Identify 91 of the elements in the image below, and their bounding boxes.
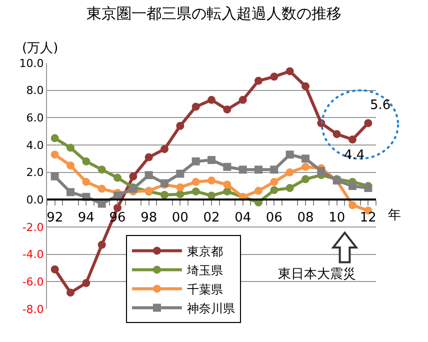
point <box>238 96 247 104</box>
x-tick-label: 04 <box>234 210 252 226</box>
point <box>223 105 232 114</box>
point <box>160 190 168 199</box>
point <box>98 200 106 208</box>
point <box>160 145 168 154</box>
legend-label: 埼玉県 <box>186 263 223 278</box>
x-tick-label: 94 <box>78 210 94 226</box>
point <box>348 136 356 144</box>
point <box>114 204 122 212</box>
point <box>82 279 90 288</box>
y-tick-label: 4.0 <box>26 138 44 152</box>
point <box>50 134 59 142</box>
point <box>176 122 184 130</box>
point <box>286 150 294 159</box>
y-axis-title: (万人) <box>22 41 58 56</box>
point <box>82 178 90 186</box>
x-tick-label: 00 <box>172 210 188 226</box>
x-tick-label: 08 <box>297 210 314 226</box>
point <box>270 178 278 186</box>
point <box>176 190 184 198</box>
point <box>50 150 59 159</box>
point <box>270 186 278 194</box>
x-tick-label: 02 <box>203 210 220 226</box>
chart-title: 東京圏一都三県の転入超過人数の推移 <box>86 4 342 22</box>
annotation: 東日本大震災 <box>278 267 356 282</box>
point <box>208 176 216 185</box>
point <box>176 170 184 178</box>
x-tick-label: 10 <box>328 210 346 226</box>
y-tick-label: 0.0 <box>26 194 44 207</box>
point <box>129 172 138 180</box>
point <box>286 184 294 192</box>
annotation: 4.4 <box>344 148 365 163</box>
y-tick-label: 10.0 <box>19 56 44 70</box>
x-tick-label: 92 <box>46 210 64 226</box>
point <box>254 76 262 85</box>
point <box>348 201 356 210</box>
y-tick-label: 2.0 <box>26 166 44 180</box>
point <box>270 166 278 174</box>
point <box>192 178 200 186</box>
point <box>302 162 310 171</box>
y-tick-label: -2.0 <box>22 220 44 234</box>
point <box>192 157 200 166</box>
point <box>98 240 106 249</box>
point <box>238 166 247 174</box>
point <box>302 82 310 90</box>
x-tick-label: 12 <box>360 210 376 226</box>
y-tick-label: -6.0 <box>22 276 44 289</box>
point <box>223 187 232 196</box>
y-tick-label: 6.0 <box>26 112 44 125</box>
point <box>114 174 122 182</box>
legend-label: 千葉県 <box>186 282 223 296</box>
point <box>286 168 294 176</box>
point <box>82 157 90 166</box>
point <box>98 184 106 193</box>
x-tick-label: 06 <box>266 210 282 226</box>
point <box>66 288 74 297</box>
point <box>254 166 262 174</box>
legend-label: 神奈川県 <box>186 301 235 316</box>
point <box>254 186 262 195</box>
x-axis-title: 年 <box>388 208 401 223</box>
point <box>144 171 153 180</box>
point <box>208 156 216 164</box>
x-tick-label: 98 <box>140 210 158 226</box>
point <box>144 153 153 162</box>
point <box>176 183 184 192</box>
point <box>317 166 326 175</box>
point <box>332 130 341 138</box>
point <box>192 102 200 111</box>
point <box>364 119 372 128</box>
point <box>348 182 356 190</box>
point <box>98 166 106 174</box>
point <box>192 187 200 196</box>
legend-label: 東京都 <box>186 244 223 258</box>
point <box>66 188 74 196</box>
point <box>364 184 372 192</box>
point <box>302 154 310 163</box>
point <box>223 162 232 171</box>
y-tick-label: -4.0 <box>22 248 44 262</box>
point <box>50 265 59 274</box>
point <box>223 180 232 189</box>
point <box>50 172 59 180</box>
point <box>66 162 74 170</box>
y-tick-label: 8.0 <box>26 84 44 98</box>
point <box>208 96 216 104</box>
point <box>270 72 278 81</box>
y-tick-label: -8.0 <box>22 302 44 316</box>
annotation: 5.6 <box>370 98 391 113</box>
point <box>286 67 294 76</box>
point <box>302 175 310 184</box>
point <box>66 144 74 152</box>
